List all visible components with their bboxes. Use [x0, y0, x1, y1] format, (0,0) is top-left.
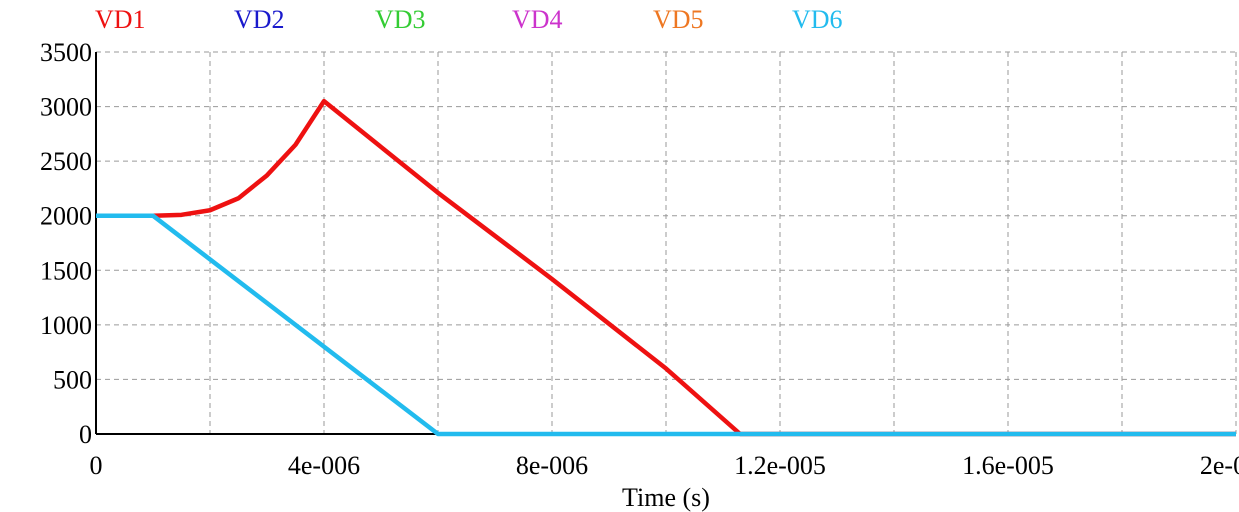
series-lines [96, 98, 1236, 437]
x-tick-label: 4e-006 [288, 451, 360, 480]
legend-entry-vd1: VD1 [95, 5, 146, 34]
y-tick-label: 0 [79, 420, 92, 449]
legend-entry-vd2: VD2 [234, 5, 285, 34]
x-tick-label: 0 [90, 451, 103, 480]
legend: VD1 VD2 VD3 VD4 VD5 VD6 [95, 5, 843, 34]
series-line-vd6 [96, 213, 1236, 437]
legend-entry-vd4: VD4 [512, 5, 563, 34]
x-tick-label: 1.6e-005 [962, 451, 1054, 480]
y-tick-label: 2000 [40, 202, 92, 231]
x-axis-label: Time (s) [622, 483, 710, 512]
legend-entry-vd5: VD5 [653, 5, 704, 34]
x-tick-label: 1.2e-005 [734, 451, 826, 480]
legend-entry-vd3: VD3 [375, 5, 426, 34]
y-tick-label: 500 [53, 365, 92, 394]
y-tick-label: 1500 [40, 256, 92, 285]
legend-entry-vd6: VD6 [792, 5, 843, 34]
x-tick-label: 8e-006 [516, 451, 588, 480]
y-tick-label: 3500 [40, 38, 92, 67]
y-tick-label: 2500 [40, 147, 92, 176]
series-line-vd1 [96, 98, 1236, 437]
y-tick-label: 3000 [40, 93, 92, 122]
x-tick-label: 2e-005 [1200, 451, 1239, 480]
y-tick-label: 1000 [40, 311, 92, 340]
grid [96, 51, 1237, 434]
tick-labels: 0 500 1000 1500 2000 2500 3000 3500 0 4e-006 8e-00… [40, 38, 1239, 480]
